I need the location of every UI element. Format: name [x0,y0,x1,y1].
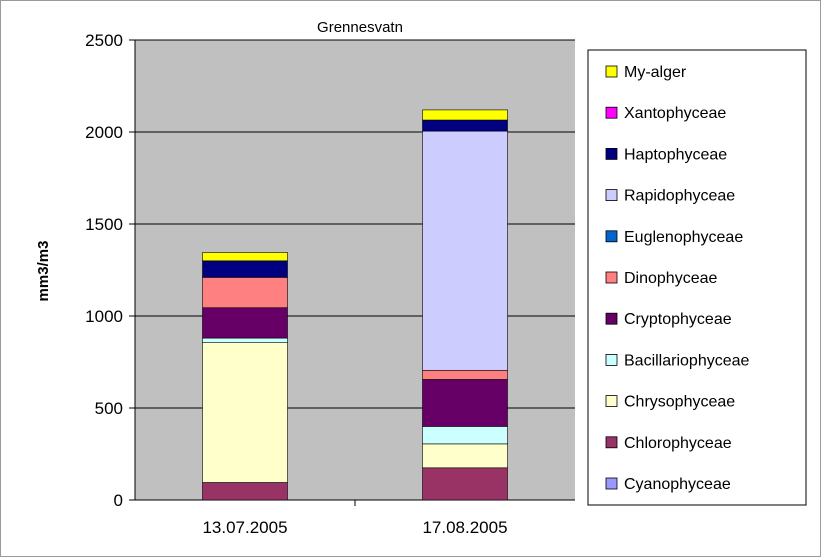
legend-label: Rapidophyceae [624,188,735,205]
x-tick-label: 13.07.2005 [202,518,287,537]
y-tick-label: 500 [95,399,123,418]
bar-segment [202,342,288,483]
y-tick-label: 2000 [85,123,123,142]
legend-swatch [605,271,618,284]
legend-label: Bacillariophyceae [624,352,750,369]
bar-segment [422,467,508,501]
legend-swatch [605,189,618,202]
legend-label: Euglenophyceae [624,229,743,246]
legend-swatch [605,230,618,243]
legend-swatch [605,147,618,160]
y-tick-label: 1500 [85,215,123,234]
legend-swatch [605,436,618,449]
legend-swatch [605,106,618,119]
bar-segment [202,337,288,343]
bar-segment [202,482,288,501]
legend-label: Dinophyceae [624,270,718,287]
bar-segment [422,379,508,427]
legend-swatch [605,395,618,408]
y-tick-label: 2500 [85,31,123,50]
legend-label: My-alger [624,64,687,81]
y-axis-label: mm3/m3 [35,241,52,302]
bar-segment [202,277,288,309]
bar-segment [422,119,508,132]
legend-swatch [605,353,618,366]
legend-label: Chrysophyceae [624,394,735,411]
y-tick-label: 0 [114,491,123,510]
bar-segment [422,109,508,121]
bar-segment [422,426,508,445]
bar-segment [422,130,508,371]
chart-title: Grennesvatn [317,19,403,36]
legend-swatch [605,65,618,78]
y-tick-label: 1000 [85,307,123,326]
bar-segment [422,369,508,380]
legend-label: Haptophyceae [624,146,727,163]
legend-label: Cyanophyceae [624,476,731,493]
legend-label: Xantophyceae [624,105,726,122]
legend-label: Cryptophyceae [624,311,732,328]
bar-segment [202,260,288,278]
legend-swatch [605,312,618,325]
legend-swatch [605,477,618,490]
legend-box [587,49,807,506]
plot-area [135,40,575,500]
bar-segment [202,307,288,339]
x-tick-label: 17.08.2005 [422,518,507,537]
legend-label: Chlorophyceae [624,435,732,452]
bar-segment [202,252,288,262]
bar-segment [422,443,508,469]
